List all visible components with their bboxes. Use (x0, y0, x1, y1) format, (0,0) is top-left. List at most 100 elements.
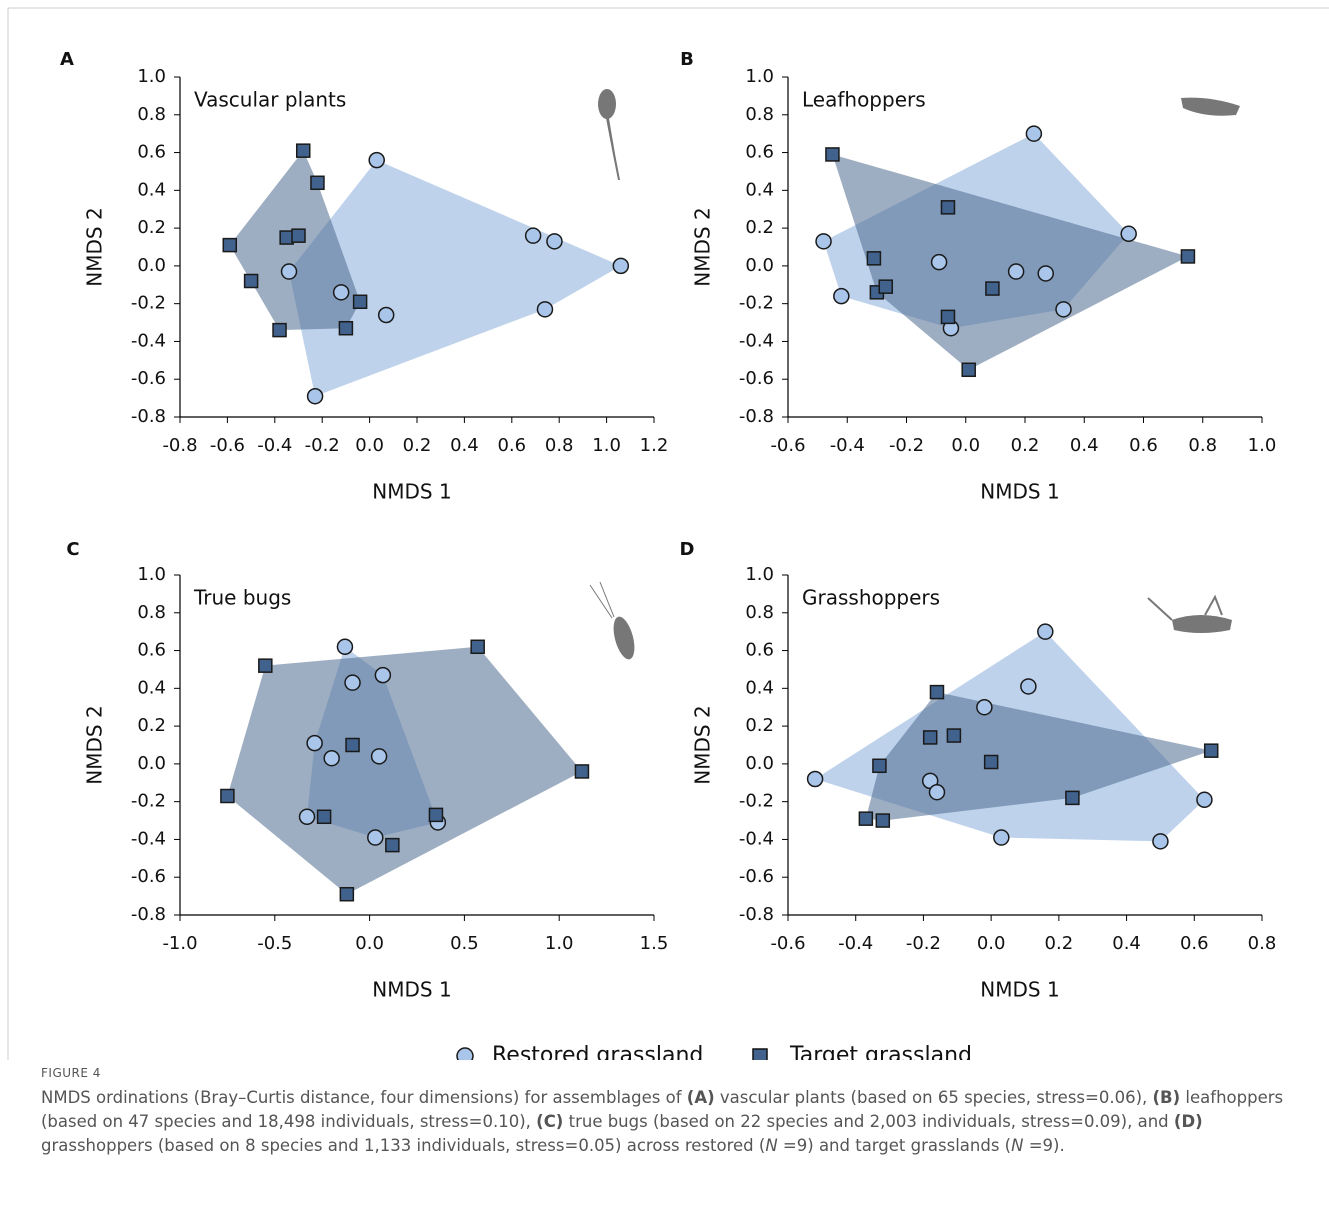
icon-plant (598, 89, 620, 180)
x-tick-label: -0.4 (830, 435, 865, 456)
x-tick-label: 0.4 (450, 435, 479, 456)
y-tick-label: 0.4 (745, 677, 774, 698)
x-tick-label: 0.8 (545, 435, 574, 456)
x-tick-label: 1.5 (640, 933, 669, 954)
y-tick-label: -0.2 (739, 791, 774, 812)
point (1007, 263, 1025, 280)
caption-part: NMDS ordinations (Bray–Curtis distance, … (41, 1088, 687, 1107)
chart: Restored grassland Target grassland A Vas… (7, 7, 1329, 1205)
panel-letter: B (680, 49, 694, 70)
point (306, 387, 324, 405)
y-tick-label: 0.8 (745, 602, 774, 623)
y-tick-label: 0.6 (745, 142, 774, 163)
point (833, 287, 850, 305)
caption-part: true bugs (based on 22 species and 2,003… (563, 1112, 1174, 1131)
icon-grasshopper (1147, 594, 1232, 633)
y-tick-label: 0.2 (745, 715, 774, 736)
y-tick-label: -0.8 (739, 406, 774, 427)
point (983, 754, 999, 770)
panel-letter: A (60, 49, 74, 70)
y-tick-label: -0.2 (131, 791, 166, 812)
point (993, 829, 1010, 846)
x-tick-label: 0.2 (1045, 933, 1074, 954)
point (825, 147, 840, 162)
point (524, 227, 542, 244)
point (368, 151, 385, 169)
point (332, 284, 350, 301)
x-tick-label: -0.2 (305, 435, 340, 456)
point (930, 253, 948, 271)
panel: D Grasshoppers NMDS 1 NMDS 2 1.0 0.8 0.6 0.4 0.2… (680, 539, 1277, 1002)
legend-marker (456, 1047, 474, 1065)
x-tick-label: 0.8 (1188, 435, 1217, 456)
x-tick-label: -0.8 (162, 435, 197, 456)
icon-leafhopper (1181, 97, 1240, 116)
panel-letter: D (680, 539, 695, 560)
y-tick-label: -0.6 (131, 368, 166, 389)
x-tick-label: -0.6 (210, 435, 245, 456)
caption-part: grasshoppers (based on 8 species and 1,1… (41, 1136, 766, 1155)
y-tick-label: -0.6 (739, 368, 774, 389)
y-tick-label: 0.2 (137, 715, 166, 736)
hull (289, 160, 621, 397)
y-axis-title: NMDS 2 (83, 705, 107, 784)
caption-part: leafhoppers (based on 47 species and 18,… (41, 1088, 1284, 1131)
y-tick-label: 0.4 (137, 677, 166, 698)
y-tick-label: 0.4 (745, 179, 774, 200)
point (258, 658, 273, 673)
y-tick-label: 0.0 (745, 255, 774, 276)
x-tick-label: 0.4 (1112, 933, 1141, 954)
x-tick-label: 1.0 (545, 933, 574, 954)
point (295, 143, 311, 158)
caption-part: (C) (536, 1112, 564, 1131)
point (279, 230, 294, 245)
point (220, 788, 235, 804)
point (806, 770, 824, 788)
y-tick-label: -0.4 (739, 330, 774, 351)
x-tick-label: -0.2 (906, 933, 941, 954)
x-tick-label: 0.4 (1070, 435, 1099, 456)
x-tick-label: 0.0 (977, 933, 1006, 954)
point (929, 684, 945, 700)
y-tick-label: -0.4 (739, 828, 774, 849)
x-tick-label: 0.0 (355, 933, 384, 954)
x-tick-label: -0.2 (889, 435, 924, 456)
y-tick-label: 0.8 (745, 104, 774, 125)
point (1180, 249, 1196, 264)
y-tick-label: 0.0 (137, 753, 166, 774)
y-tick-label: 0.6 (137, 142, 166, 163)
point (815, 233, 832, 250)
caption-part: =9). (1023, 1136, 1065, 1155)
panel-title: Leafhoppers (802, 88, 926, 112)
x-tick-label: 0.2 (1011, 435, 1040, 456)
icon-bug (589, 581, 635, 660)
x-tick-label: 0.6 (497, 435, 526, 456)
point (336, 638, 354, 656)
point (345, 737, 360, 753)
point (374, 666, 392, 684)
x-tick-label: 1.2 (640, 435, 669, 456)
point (1065, 790, 1080, 806)
point (875, 813, 891, 828)
point (1203, 743, 1219, 758)
y-tick-label: -0.4 (131, 330, 166, 351)
point (428, 807, 444, 823)
point (291, 228, 306, 243)
y-tick-label: 0.4 (137, 179, 166, 200)
x-tick-label: -0.6 (770, 933, 805, 954)
panel: C True bugs NMDS 1 NMDS 2 1.0 0.8 0.6 0.4 0.2 0.0… (66, 539, 668, 1002)
y-tick-label: -0.2 (131, 293, 166, 314)
point (1196, 791, 1213, 809)
caption-part: (D) (1173, 1112, 1203, 1131)
x-axis-title: NMDS 1 (372, 978, 451, 1002)
caption-part: N (1011, 1136, 1024, 1155)
y-tick-label: -0.6 (131, 866, 166, 887)
point (339, 886, 355, 902)
point (243, 273, 259, 289)
point (385, 837, 400, 853)
figure-label: FIGURE 4 (41, 1066, 101, 1080)
point (1020, 678, 1037, 695)
y-tick-label: -0.6 (739, 866, 774, 887)
y-tick-label: 0.2 (745, 217, 774, 238)
